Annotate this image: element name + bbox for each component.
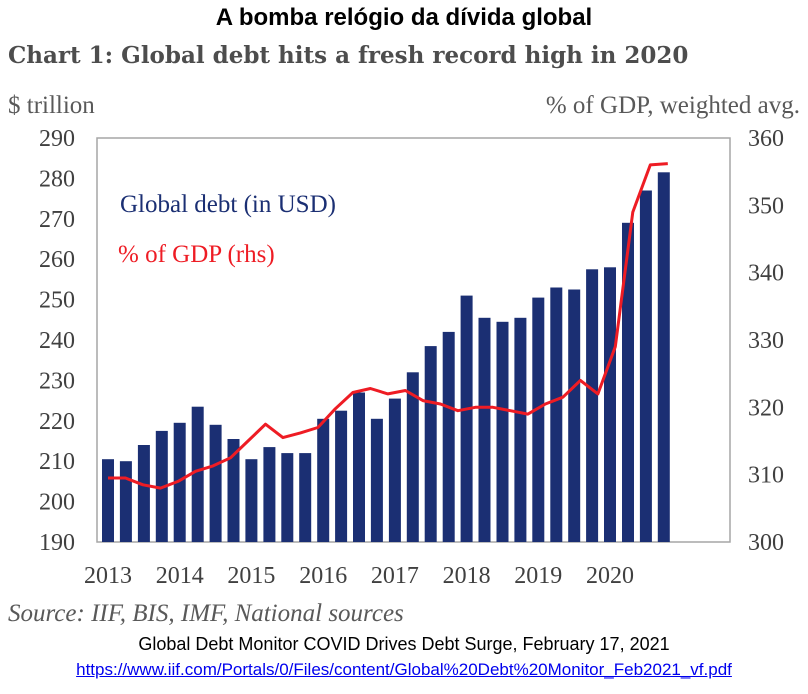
x-tick-label: 2020 — [586, 563, 634, 589]
legend-gdp-percent: % of GDP (rhs) — [118, 241, 275, 268]
source-note: Source: IIF, BIS, IMF, National sources — [8, 600, 404, 627]
debt-bar — [263, 447, 276, 542]
debt-bar — [622, 222, 634, 543]
debt-bar — [639, 190, 652, 542]
x-tick-label: 2016 — [299, 563, 347, 589]
bar-series — [102, 172, 670, 543]
debt-bar — [478, 317, 491, 542]
debt-bar — [657, 172, 670, 543]
left-tick-label: 230 — [39, 368, 75, 394]
debt-bar — [424, 346, 437, 542]
debt-bar — [532, 297, 545, 542]
left-tick-label: 200 — [39, 490, 75, 516]
debt-bar — [317, 418, 330, 542]
left-tick-label: 290 — [39, 126, 75, 152]
left-tick-label: 210 — [39, 449, 75, 475]
debt-bar — [245, 459, 258, 542]
debt-bar — [191, 406, 204, 542]
debt-bar — [299, 453, 312, 542]
debt-bar — [568, 289, 581, 542]
left-axis-ticks: 190 200 210 220 230 240 250 260 270 280 290 — [39, 126, 75, 556]
debt-bar — [209, 424, 222, 542]
source-link[interactable]: https://www.iif.com/Portals/0/Files/cont… — [76, 660, 732, 679]
x-axis-ticks: 2013 2014 2015 2016 2017 2018 2019 2020 — [84, 563, 634, 589]
legend-global-debt: Global debt (in USD) — [120, 191, 336, 218]
x-tick-label: 2017 — [371, 563, 419, 589]
debt-bar — [137, 445, 150, 542]
chart: 190 200 210 220 230 240 250 260 270 280 290 300 310… — [39, 126, 784, 589]
debt-bar — [604, 267, 616, 542]
debt-bar — [281, 453, 294, 542]
debt-bar — [514, 317, 527, 542]
debt-bar — [173, 422, 186, 542]
right-tick-label: 350 — [748, 193, 784, 219]
x-tick-label: 2015 — [227, 563, 275, 589]
left-tick-label: 240 — [39, 328, 75, 354]
left-tick-label: 190 — [39, 530, 75, 556]
x-tick-label: 2019 — [514, 563, 562, 589]
caption: Global Debt Monitor COVID Drives Debt Su… — [138, 634, 670, 654]
page-title: A bomba relógio da dívida global — [215, 4, 593, 31]
right-tick-label: 310 — [748, 463, 784, 489]
left-tick-label: 220 — [39, 409, 75, 435]
debt-bar — [102, 459, 114, 542]
left-tick-label: 260 — [39, 247, 75, 273]
debt-bar — [227, 439, 240, 542]
right-tick-label: 300 — [748, 530, 784, 556]
left-tick-label: 250 — [39, 288, 75, 314]
debt-bar — [550, 287, 563, 542]
debt-bar — [442, 331, 455, 542]
x-tick-label: 2018 — [443, 563, 491, 589]
debt-bar — [353, 392, 365, 542]
right-tick-label: 340 — [748, 261, 784, 287]
debt-bar — [388, 398, 401, 542]
gdp-line — [108, 162, 668, 490]
left-tick-label: 280 — [39, 166, 75, 192]
debt-bar — [370, 418, 383, 542]
right-tick-label: 360 — [748, 126, 784, 152]
x-tick-label: 2013 — [84, 563, 132, 589]
right-tick-label: 320 — [748, 395, 784, 421]
right-tick-label: 330 — [748, 328, 784, 354]
debt-bar — [119, 461, 132, 542]
x-tick-label: 2014 — [156, 563, 204, 589]
debt-bar — [460, 295, 473, 542]
right-axis-unit: % of GDP, weighted avg. — [545, 92, 800, 119]
debt-bar — [335, 410, 348, 542]
right-axis-ticks: 300 310 320 330 340 350 360 — [748, 126, 784, 556]
chart-title: Chart 1: Global debt hits a fresh record… — [8, 42, 689, 69]
debt-bar — [406, 372, 419, 542]
left-tick-label: 270 — [39, 207, 75, 233]
debt-bar — [496, 321, 509, 542]
debt-bar — [586, 269, 599, 542]
left-axis-unit: $ trillion — [8, 92, 95, 119]
